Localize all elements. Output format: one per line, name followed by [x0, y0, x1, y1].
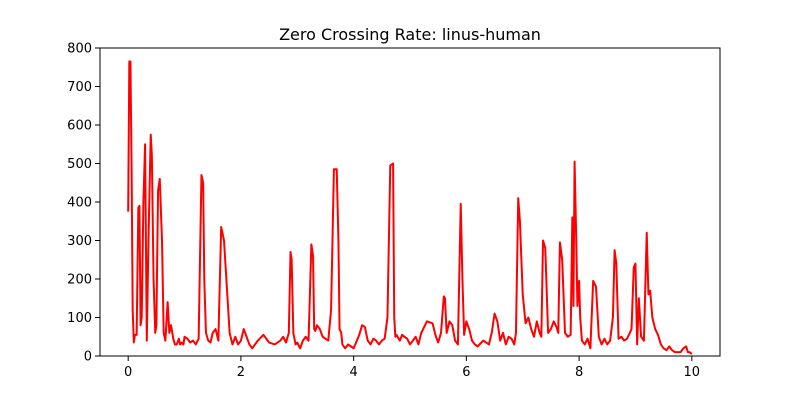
y-tick-label: 0: [84, 350, 92, 365]
x-tick-label: 6: [462, 365, 470, 380]
x-tick-label: 0: [124, 365, 132, 380]
x-tick-label: 8: [575, 365, 583, 380]
y-tick-label: 400: [67, 196, 92, 211]
y-tick-label: 700: [67, 80, 92, 95]
y-axis: 0 100 200 300 400 500 600 700 800: [67, 42, 100, 365]
x-tick-label: 10: [684, 365, 701, 380]
y-tick-label: 800: [67, 42, 92, 57]
series-line-0: [127, 60, 693, 355]
x-tick-label: 4: [349, 365, 357, 380]
axes-frame: [99, 47, 721, 357]
y-tick-label: 600: [67, 119, 92, 134]
chart-title: Zero Crossing Rate: linus-human: [279, 25, 541, 44]
plot-area: [127, 60, 693, 355]
y-tick-label: 200: [67, 273, 92, 288]
y-tick-label: 300: [67, 234, 92, 249]
y-tick-label: 100: [67, 311, 92, 326]
y-tick-label: 500: [67, 157, 92, 172]
x-tick-label: 2: [237, 365, 245, 380]
x-axis: 0 2 4 6 8 10: [124, 356, 700, 380]
